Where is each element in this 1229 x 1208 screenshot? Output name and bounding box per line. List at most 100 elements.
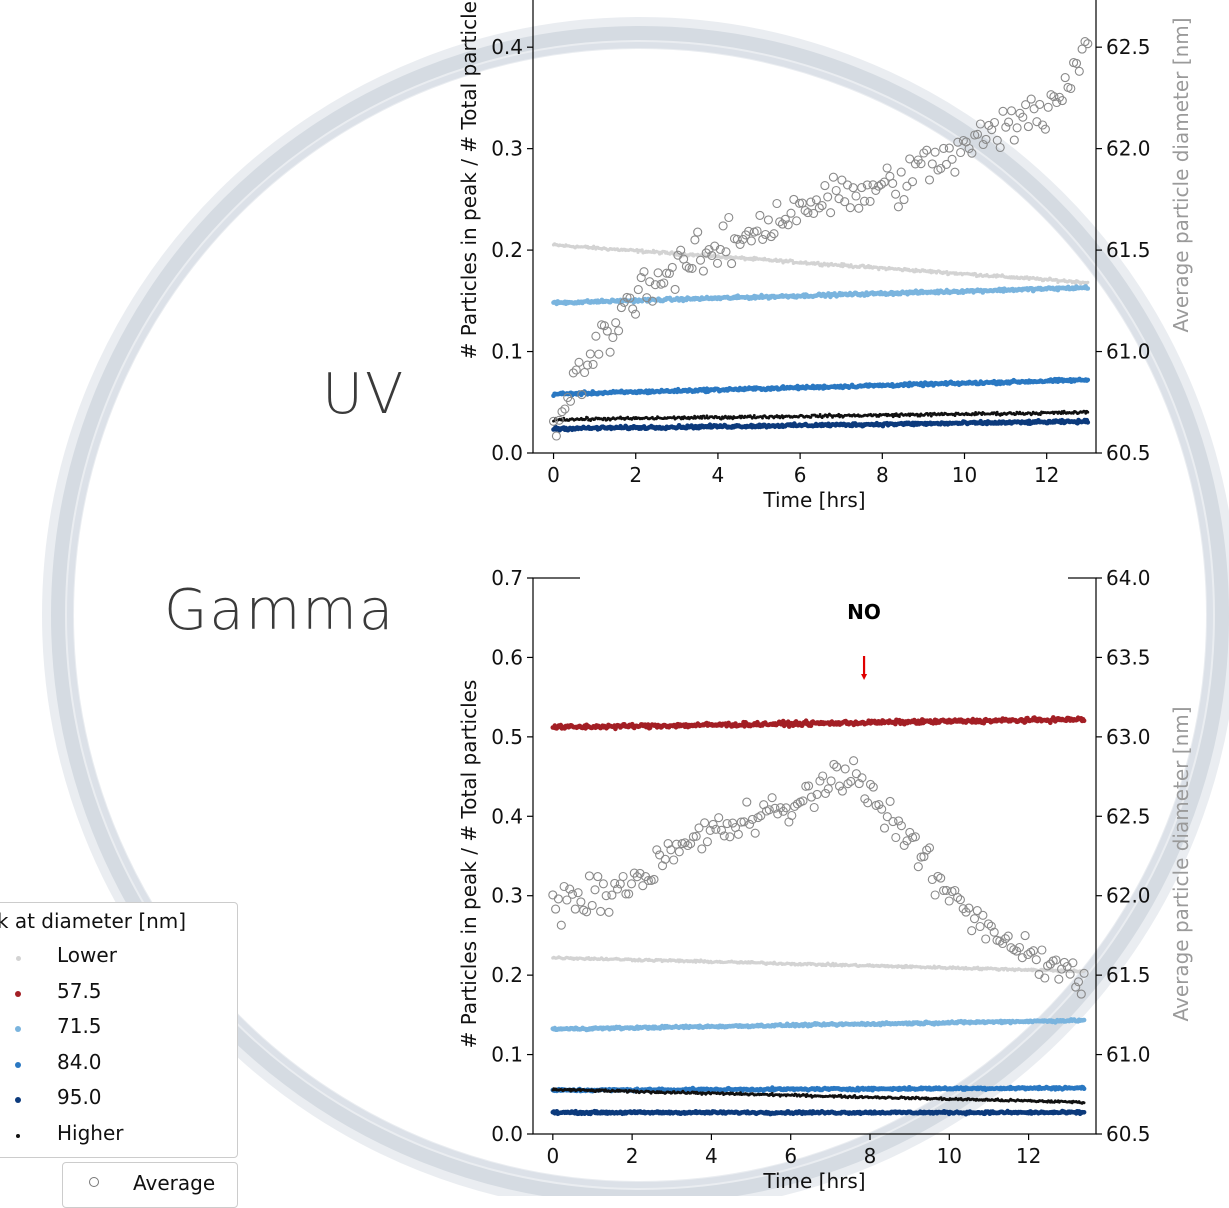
y-right-tick-label: 60.5 <box>1106 441 1151 465</box>
data-point <box>999 107 1007 115</box>
data-point <box>714 259 722 267</box>
data-point <box>1044 103 1052 111</box>
y-tick-label: 0.1 <box>491 340 523 364</box>
data-point <box>937 165 945 173</box>
data-point <box>894 203 902 211</box>
data-point <box>747 237 755 245</box>
data-point <box>1010 136 1018 144</box>
x-tick-label: 2 <box>629 463 642 487</box>
data-point <box>634 286 642 294</box>
data-point <box>671 285 679 293</box>
series-lower <box>551 955 1085 973</box>
data-point <box>764 216 772 224</box>
data-point <box>1013 124 1021 132</box>
data-point <box>728 260 736 268</box>
data-point <box>1086 378 1091 383</box>
series-84-0 <box>551 377 1090 398</box>
data-point <box>1008 107 1016 115</box>
x-tick-label: 12 <box>1034 463 1059 487</box>
data-point <box>866 197 874 205</box>
data-point <box>926 176 934 184</box>
series-57-5 <box>551 715 1087 731</box>
data-point <box>552 432 560 440</box>
y-right-axis-label: Average particle diameter [nm] <box>1169 17 1193 332</box>
data-point <box>1086 281 1089 284</box>
x-tick-label: 10 <box>952 463 977 487</box>
data-point <box>719 222 727 230</box>
data-point <box>892 190 900 198</box>
data-point <box>829 173 837 181</box>
data-point <box>706 414 709 417</box>
data-point <box>790 195 798 203</box>
y-axis-label: # Particles in peak / # Total particles <box>457 0 481 359</box>
data-point <box>725 214 733 222</box>
series-71-5 <box>551 1017 1087 1032</box>
data-point <box>694 228 702 236</box>
data-point <box>889 179 897 187</box>
data-point <box>1075 67 1083 75</box>
data-point <box>654 269 662 277</box>
data-point <box>909 178 917 186</box>
y-right-tick-label: 61.0 <box>1106 340 1151 364</box>
data-point <box>957 149 965 157</box>
data-point <box>753 414 756 417</box>
data-point <box>855 204 863 212</box>
data-point <box>660 279 668 287</box>
data-point <box>821 182 829 190</box>
data-point <box>606 348 614 356</box>
data-point <box>1027 95 1035 103</box>
data-point <box>838 176 846 184</box>
data-point <box>903 182 911 190</box>
data-point <box>581 369 589 377</box>
y-tick-label: 0.0 <box>491 441 523 465</box>
data-point <box>832 187 840 195</box>
data-point <box>846 204 854 212</box>
data-point <box>1086 411 1089 414</box>
data-point <box>589 360 597 368</box>
data-point <box>753 227 761 235</box>
y-tick-label: 0.4 <box>491 35 523 59</box>
data-point <box>824 193 832 201</box>
data-point <box>1061 74 1069 82</box>
data-point <box>897 168 905 176</box>
data-point <box>900 196 908 204</box>
data-point <box>697 256 705 264</box>
data-point <box>931 148 939 156</box>
x-tick-label: 6 <box>794 463 807 487</box>
data-point <box>773 200 781 208</box>
data-point <box>586 350 594 358</box>
data-point <box>609 334 617 342</box>
data-point <box>612 319 620 327</box>
data-point <box>948 155 956 163</box>
data-point <box>945 270 948 273</box>
data-point <box>615 327 623 335</box>
data-point <box>787 209 795 217</box>
series-lower <box>552 242 1090 285</box>
data-point <box>1086 286 1091 291</box>
data-point <box>1082 1018 1087 1023</box>
x-tick-label: 8 <box>876 463 889 487</box>
data-point <box>1082 719 1087 724</box>
data-point <box>691 236 699 244</box>
data-point <box>1067 85 1075 93</box>
data-point <box>1036 100 1044 108</box>
x-tick-label: 0 <box>547 463 560 487</box>
data-point <box>945 144 953 152</box>
x-axis-label: Time [hrs] <box>762 488 865 512</box>
data-point <box>793 217 801 225</box>
data-point <box>1030 105 1038 113</box>
y-right-tick-label: 62.5 <box>1106 35 1151 59</box>
data-point <box>586 416 589 419</box>
data-point <box>575 358 583 366</box>
data-point <box>595 350 603 358</box>
y-right-tick-label: 61.5 <box>1106 238 1151 262</box>
y-right-tick-label: 62.0 <box>1106 137 1151 161</box>
data-point <box>1086 420 1091 425</box>
data-point <box>699 267 707 275</box>
data-point <box>756 211 764 219</box>
x-tick-label: 4 <box>712 463 725 487</box>
data-point <box>951 168 959 176</box>
data-point <box>592 332 600 340</box>
data-point <box>827 209 835 217</box>
